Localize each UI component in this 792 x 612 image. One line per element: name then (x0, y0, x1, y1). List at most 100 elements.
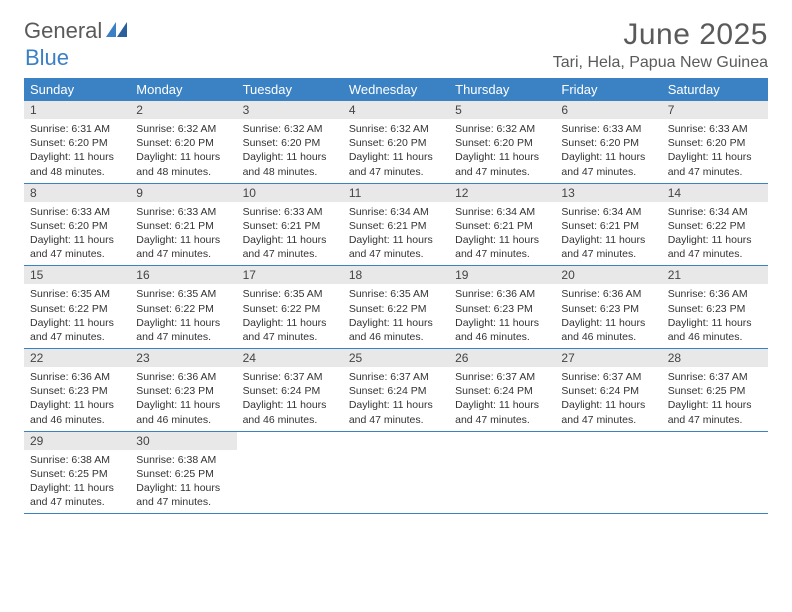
day-cell: 25Sunrise: 6:37 AMSunset: 6:24 PMDayligh… (343, 349, 449, 432)
day-cell: 5Sunrise: 6:32 AMSunset: 6:20 PMDaylight… (449, 101, 555, 183)
day-cell: 15Sunrise: 6:35 AMSunset: 6:22 PMDayligh… (24, 266, 130, 349)
sunrise-line: Sunrise: 6:34 AM (561, 205, 655, 219)
day-body: Sunrise: 6:37 AMSunset: 6:24 PMDaylight:… (237, 367, 343, 431)
day-cell: 20Sunrise: 6:36 AMSunset: 6:23 PMDayligh… (555, 266, 661, 349)
day-number: 19 (449, 266, 555, 284)
sunset-line: Sunset: 6:22 PM (668, 219, 762, 233)
calendar-row: 15Sunrise: 6:35 AMSunset: 6:22 PMDayligh… (24, 266, 768, 349)
weekday-row: SundayMondayTuesdayWednesdayThursdayFrid… (24, 78, 768, 101)
calendar-row: 29Sunrise: 6:38 AMSunset: 6:25 PMDayligh… (24, 431, 768, 514)
day-cell: 30Sunrise: 6:38 AMSunset: 6:25 PMDayligh… (130, 431, 236, 514)
day-number: 4 (343, 101, 449, 119)
sunrise-line: Sunrise: 6:32 AM (455, 122, 549, 136)
day-cell: 24Sunrise: 6:37 AMSunset: 6:24 PMDayligh… (237, 349, 343, 432)
day-body: Sunrise: 6:37 AMSunset: 6:24 PMDaylight:… (555, 367, 661, 431)
daylight-line: Daylight: 11 hours and 47 minutes. (349, 150, 443, 178)
sunset-line: Sunset: 6:20 PM (243, 136, 337, 150)
header: General June 2025 Tari, Hela, Papua New … (24, 18, 768, 72)
day-cell: 22Sunrise: 6:36 AMSunset: 6:23 PMDayligh… (24, 349, 130, 432)
day-cell: 10Sunrise: 6:33 AMSunset: 6:21 PMDayligh… (237, 183, 343, 266)
calendar-body: 1Sunrise: 6:31 AMSunset: 6:20 PMDaylight… (24, 101, 768, 514)
day-cell: 9Sunrise: 6:33 AMSunset: 6:21 PMDaylight… (130, 183, 236, 266)
sunrise-line: Sunrise: 6:31 AM (30, 122, 124, 136)
day-cell: 4Sunrise: 6:32 AMSunset: 6:20 PMDaylight… (343, 101, 449, 183)
day-cell: 1Sunrise: 6:31 AMSunset: 6:20 PMDaylight… (24, 101, 130, 183)
day-cell: 14Sunrise: 6:34 AMSunset: 6:22 PMDayligh… (662, 183, 768, 266)
day-body: Sunrise: 6:32 AMSunset: 6:20 PMDaylight:… (130, 119, 236, 183)
day-body: Sunrise: 6:34 AMSunset: 6:21 PMDaylight:… (555, 202, 661, 266)
day-number: 23 (130, 349, 236, 367)
day-number: 2 (130, 101, 236, 119)
sunset-line: Sunset: 6:21 PM (136, 219, 230, 233)
day-number: 11 (343, 184, 449, 202)
daylight-line: Daylight: 11 hours and 47 minutes. (455, 150, 549, 178)
day-number: 14 (662, 184, 768, 202)
day-cell: 18Sunrise: 6:35 AMSunset: 6:22 PMDayligh… (343, 266, 449, 349)
sunset-line: Sunset: 6:23 PM (30, 384, 124, 398)
day-number: 3 (237, 101, 343, 119)
day-body: Sunrise: 6:35 AMSunset: 6:22 PMDaylight:… (237, 284, 343, 348)
day-number: 16 (130, 266, 236, 284)
calendar-row: 1Sunrise: 6:31 AMSunset: 6:20 PMDaylight… (24, 101, 768, 183)
day-cell: 17Sunrise: 6:35 AMSunset: 6:22 PMDayligh… (237, 266, 343, 349)
sunset-line: Sunset: 6:21 PM (243, 219, 337, 233)
empty-cell (555, 431, 661, 514)
daylight-line: Daylight: 11 hours and 47 minutes. (668, 233, 762, 261)
title-block: June 2025 Tari, Hela, Papua New Guinea (553, 18, 768, 72)
daylight-line: Daylight: 11 hours and 46 minutes. (30, 398, 124, 426)
sunset-line: Sunset: 6:22 PM (349, 302, 443, 316)
day-number: 26 (449, 349, 555, 367)
day-body: Sunrise: 6:34 AMSunset: 6:21 PMDaylight:… (449, 202, 555, 266)
day-body: Sunrise: 6:36 AMSunset: 6:23 PMDaylight:… (24, 367, 130, 431)
day-body: Sunrise: 6:36 AMSunset: 6:23 PMDaylight:… (130, 367, 236, 431)
day-cell: 6Sunrise: 6:33 AMSunset: 6:20 PMDaylight… (555, 101, 661, 183)
weekday-header: Thursday (449, 78, 555, 101)
day-body: Sunrise: 6:37 AMSunset: 6:24 PMDaylight:… (343, 367, 449, 431)
daylight-line: Daylight: 11 hours and 47 minutes. (136, 233, 230, 261)
day-number: 13 (555, 184, 661, 202)
sunset-line: Sunset: 6:25 PM (668, 384, 762, 398)
day-number: 27 (555, 349, 661, 367)
sunset-line: Sunset: 6:20 PM (136, 136, 230, 150)
sunset-line: Sunset: 6:20 PM (561, 136, 655, 150)
day-number: 9 (130, 184, 236, 202)
sunrise-line: Sunrise: 6:36 AM (668, 287, 762, 301)
daylight-line: Daylight: 11 hours and 47 minutes. (668, 398, 762, 426)
day-cell: 29Sunrise: 6:38 AMSunset: 6:25 PMDayligh… (24, 431, 130, 514)
sunrise-line: Sunrise: 6:32 AM (349, 122, 443, 136)
day-cell: 7Sunrise: 6:33 AMSunset: 6:20 PMDaylight… (662, 101, 768, 183)
daylight-line: Daylight: 11 hours and 48 minutes. (243, 150, 337, 178)
sunset-line: Sunset: 6:22 PM (136, 302, 230, 316)
day-cell: 16Sunrise: 6:35 AMSunset: 6:22 PMDayligh… (130, 266, 236, 349)
sunset-line: Sunset: 6:24 PM (243, 384, 337, 398)
empty-cell (662, 431, 768, 514)
day-body: Sunrise: 6:38 AMSunset: 6:25 PMDaylight:… (130, 450, 236, 514)
day-number: 12 (449, 184, 555, 202)
day-body: Sunrise: 6:35 AMSunset: 6:22 PMDaylight:… (130, 284, 236, 348)
daylight-line: Daylight: 11 hours and 47 minutes. (349, 398, 443, 426)
calendar-table: SundayMondayTuesdayWednesdayThursdayFrid… (24, 78, 768, 514)
empty-cell (449, 431, 555, 514)
daylight-line: Daylight: 11 hours and 46 minutes. (668, 316, 762, 344)
day-number: 17 (237, 266, 343, 284)
sunrise-line: Sunrise: 6:33 AM (243, 205, 337, 219)
weekday-header: Tuesday (237, 78, 343, 101)
sunrise-line: Sunrise: 6:36 AM (561, 287, 655, 301)
sunrise-line: Sunrise: 6:32 AM (243, 122, 337, 136)
day-number: 18 (343, 266, 449, 284)
sunrise-line: Sunrise: 6:33 AM (668, 122, 762, 136)
sunset-line: Sunset: 6:22 PM (243, 302, 337, 316)
day-number: 21 (662, 266, 768, 284)
sunrise-line: Sunrise: 6:37 AM (668, 370, 762, 384)
day-body: Sunrise: 6:37 AMSunset: 6:24 PMDaylight:… (449, 367, 555, 431)
day-body: Sunrise: 6:38 AMSunset: 6:25 PMDaylight:… (24, 450, 130, 514)
sunset-line: Sunset: 6:23 PM (668, 302, 762, 316)
sunset-line: Sunset: 6:22 PM (30, 302, 124, 316)
day-number: 30 (130, 432, 236, 450)
sunrise-line: Sunrise: 6:36 AM (136, 370, 230, 384)
day-body: Sunrise: 6:36 AMSunset: 6:23 PMDaylight:… (449, 284, 555, 348)
weekday-header: Saturday (662, 78, 768, 101)
daylight-line: Daylight: 11 hours and 47 minutes. (455, 233, 549, 261)
daylight-line: Daylight: 11 hours and 48 minutes. (136, 150, 230, 178)
day-cell: 27Sunrise: 6:37 AMSunset: 6:24 PMDayligh… (555, 349, 661, 432)
